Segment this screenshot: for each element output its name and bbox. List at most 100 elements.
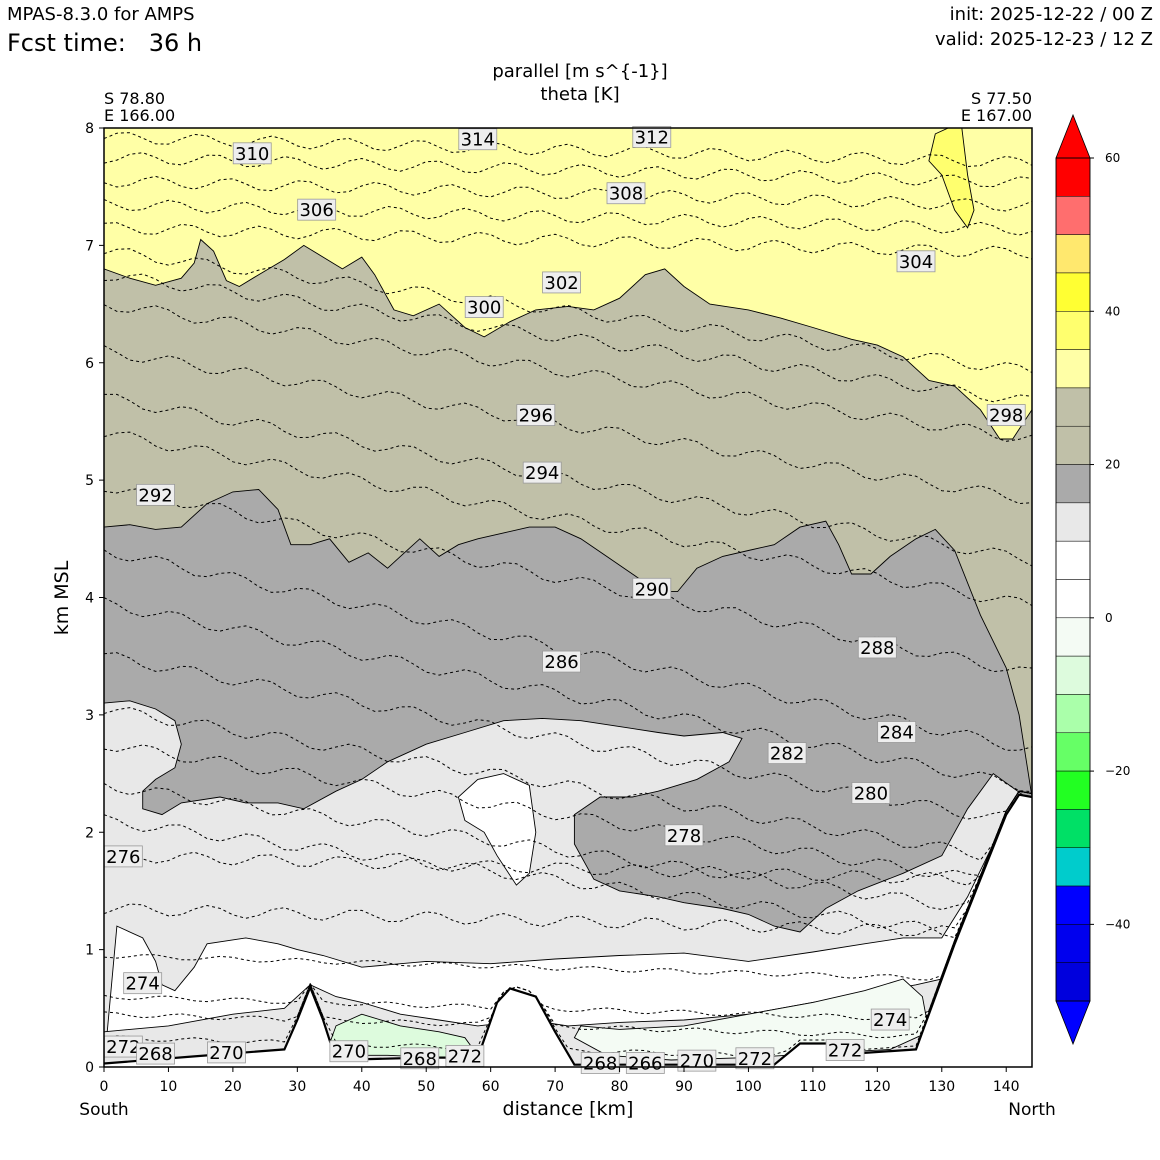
colorbar-segment xyxy=(1055,502,1091,542)
theta-label-box xyxy=(625,1052,665,1074)
forecast-time-label: Fcst time: xyxy=(7,29,126,57)
theta-label: 294 xyxy=(522,461,562,484)
theta-label-text: 272 xyxy=(448,1046,482,1067)
colorbar-segment xyxy=(1055,464,1091,504)
chart-title-parallel: parallel [m s^{-1}] xyxy=(492,61,668,82)
theta-label: 306 xyxy=(297,198,337,221)
terrain-line xyxy=(103,793,1033,1066)
colorbar-tick-label: 40 xyxy=(1105,304,1120,318)
end-lon: E 167.00 xyxy=(960,106,1032,125)
theta-label-text: 294 xyxy=(525,463,559,484)
colorbar-tick-label: 20 xyxy=(1105,458,1120,472)
x-tick-label: 110 xyxy=(800,1079,827,1095)
theta-label: 290 xyxy=(632,577,672,600)
x-tick-label: 10 xyxy=(160,1079,178,1095)
theta-label-text: 302 xyxy=(544,273,578,294)
x-tick-label: 20 xyxy=(224,1079,242,1095)
theta-contour xyxy=(104,597,1032,793)
theta-contour xyxy=(104,707,1032,861)
model-title: MPAS-8.3.0 for AMPS xyxy=(7,4,195,25)
theta-label-text: 268 xyxy=(583,1053,617,1074)
axes-layer: 0 10 20 30 40 50 60 70 80 90 100 110 120 130 140 0 1 2 3 4 5… xyxy=(85,121,1033,1095)
y-tick-label: 5 xyxy=(85,473,94,489)
theta-label-box xyxy=(522,461,562,484)
theta-label-box xyxy=(329,1040,369,1063)
x-tick-label: 50 xyxy=(417,1079,435,1095)
colorbar-segment xyxy=(1055,770,1091,810)
theta-label: 268 xyxy=(400,1047,440,1070)
theta-label-box xyxy=(136,1042,175,1065)
theta-label-box xyxy=(664,824,704,847)
colorbar-segment xyxy=(1055,962,1091,1002)
y-tick-label: 2 xyxy=(85,825,94,841)
theta-label: 280 xyxy=(851,782,891,805)
theta-label-box xyxy=(400,1047,440,1070)
theta-label: 272 xyxy=(445,1045,485,1067)
forecast-time: Fcst time: 36 h xyxy=(7,29,202,57)
theta-label-text: 278 xyxy=(667,826,701,847)
start-lat: S 78.80 xyxy=(104,89,166,108)
theta-label-box xyxy=(207,1041,246,1064)
theta-label: 268 xyxy=(136,1042,175,1065)
theta-contour xyxy=(104,790,1032,1021)
theta-label-text: 310 xyxy=(235,144,269,165)
y-tick-label: 1 xyxy=(85,943,94,959)
theta-label-text: 272 xyxy=(738,1049,772,1070)
colorbar-extend-bottom xyxy=(1055,1000,1091,1046)
theta-label: 270 xyxy=(207,1041,246,1064)
fill-yellow-pocket xyxy=(928,128,975,229)
y-tick-label: 0 xyxy=(85,1060,94,1076)
theta-label-box xyxy=(851,782,891,804)
theta-label-text: 270 xyxy=(680,1051,714,1072)
theta-label-text: 300 xyxy=(467,298,501,319)
theta-label: 296 xyxy=(516,404,556,427)
theta-contour xyxy=(104,790,1032,937)
theta-label-text: 272 xyxy=(828,1041,862,1062)
theta-label-text: 270 xyxy=(332,1042,366,1063)
colorbar-tick-label: −40 xyxy=(1105,917,1130,931)
theta-label-box xyxy=(632,577,672,600)
theta-label: 266 xyxy=(625,1052,665,1074)
theta-contour xyxy=(104,152,1032,188)
theta-label-text: 284 xyxy=(879,722,913,743)
colorbar-segment xyxy=(1055,579,1091,619)
theta-label-text: 286 xyxy=(544,652,578,673)
colorbar-segment xyxy=(1055,924,1091,963)
init-time: init: 2025-12-22 / 00 Z xyxy=(949,4,1153,25)
theta-label: 278 xyxy=(664,824,704,847)
theta-label: 274 xyxy=(870,1008,910,1031)
theta-label-text: 276 xyxy=(106,847,140,868)
y-tick-label: 4 xyxy=(85,591,94,607)
theta-label-text: 268 xyxy=(138,1044,172,1065)
x-tick-label: 60 xyxy=(482,1079,500,1095)
theta-label-text: 274 xyxy=(125,974,159,995)
theta-contour xyxy=(104,222,1032,260)
theta-label-text: 272 xyxy=(106,1037,140,1058)
colorbar-tick-label: 60 xyxy=(1105,151,1120,165)
colorbar: 60 40 20 0 −20 −40 xyxy=(1055,113,1130,1046)
theta-label-box xyxy=(232,142,272,165)
colorbar-extend-top xyxy=(1055,113,1091,159)
theta-label: 270 xyxy=(329,1040,369,1063)
theta-contour xyxy=(104,393,1032,567)
theta-label-box xyxy=(606,182,646,205)
valid-time: valid: 2025-12-23 / 12 Z xyxy=(935,29,1153,50)
theta-label-text: 268 xyxy=(403,1049,437,1070)
theta-contour xyxy=(104,273,1032,403)
colorbar-segment xyxy=(1055,694,1091,734)
theta-label-text: 306 xyxy=(299,200,333,221)
theta-label: 286 xyxy=(542,650,581,673)
theta-label-text: 296 xyxy=(519,406,553,427)
theta-label: 304 xyxy=(896,250,936,273)
colorbar-segment xyxy=(1055,425,1091,465)
colorbar-tick-label: −20 xyxy=(1105,764,1130,778)
theta-label-box xyxy=(735,1047,775,1070)
theta-contour xyxy=(104,790,1032,1039)
theta-label: 314 xyxy=(458,128,498,151)
theta-contour-layer xyxy=(104,132,1032,1059)
x-tick-label: 0 xyxy=(100,1079,109,1095)
theta-label: 302 xyxy=(542,271,581,294)
theta-label-box xyxy=(825,1039,865,1061)
terrain-fill xyxy=(104,794,1032,1067)
